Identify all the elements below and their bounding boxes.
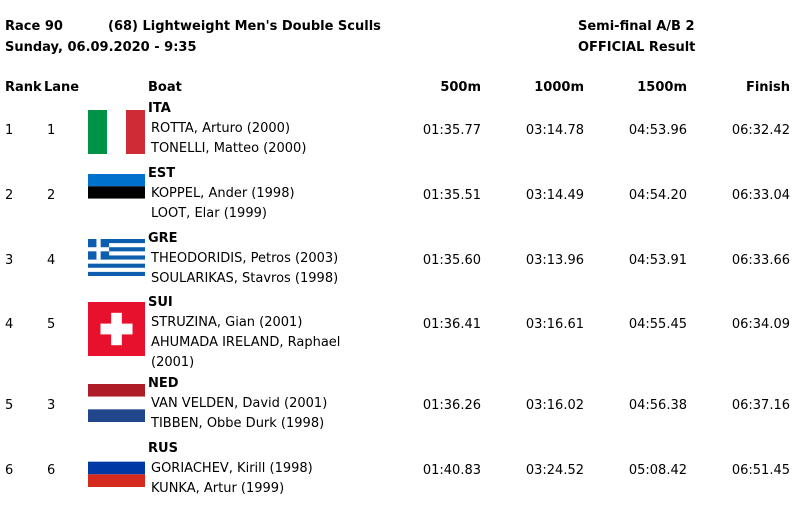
column-header: Finish	[745, 80, 790, 95]
flag	[88, 174, 145, 211]
rower: VAN VELDEN, David (2001)	[151, 396, 328, 411]
rower: KUNKA, Artur (1999)	[151, 481, 285, 496]
rower: LOOT, Elar (1999)	[151, 206, 267, 221]
time: 04:53.96	[628, 123, 687, 138]
time: 01:36.26	[422, 398, 481, 413]
time: 01:35.51	[422, 188, 481, 203]
country: RUS	[148, 441, 178, 456]
rower: ROTTA, Arturo (2000)	[151, 121, 291, 136]
rank: 1	[5, 123, 14, 138]
time: 04:54.20	[628, 188, 687, 203]
time: 06:33.66	[731, 253, 790, 268]
time: 03:16.02	[525, 398, 584, 413]
flag	[88, 110, 145, 154]
time: 03:13.96	[525, 253, 584, 268]
column-header: 500m	[440, 80, 481, 95]
race-number: Race 90	[5, 19, 63, 34]
rower: STRUZINA, Gian (2001)	[151, 315, 303, 330]
time: 04:53.91	[628, 253, 687, 268]
rank: 2	[5, 188, 14, 203]
rank: 6	[5, 463, 14, 478]
column-header: 1500m	[637, 80, 687, 95]
lane: 1	[47, 123, 56, 138]
lane: 5	[47, 317, 56, 332]
country: EST	[148, 166, 176, 181]
rower: SOULARIKAS, Stavros (1998)	[151, 271, 339, 286]
flag	[88, 384, 145, 422]
time: 03:16.61	[525, 317, 584, 332]
time: 04:56.38	[628, 398, 687, 413]
rower: AHUMADA IRELAND, Raphael (2001)	[151, 335, 341, 370]
lane: 6	[47, 463, 56, 478]
time: 04:55.45	[628, 317, 687, 332]
time: 06:33.04	[731, 188, 790, 203]
column-header: Boat	[148, 80, 182, 95]
time: 03:24.52	[525, 463, 584, 478]
country: ITA	[148, 101, 171, 116]
lane: 4	[47, 253, 56, 268]
time: 06:37.16	[731, 398, 790, 413]
column-header: Rank	[5, 80, 42, 95]
time: 01:35.60	[422, 253, 481, 268]
time: 01:36.41	[422, 317, 481, 332]
time: 03:14.49	[525, 188, 584, 203]
rower: KOPPEL, Ander (1998)	[151, 186, 295, 201]
country: GRE	[148, 231, 178, 246]
time: 05:08.42	[628, 463, 687, 478]
time: 03:14.78	[525, 123, 584, 138]
flag	[88, 239, 145, 276]
race-date: Sunday, 06.09.2020 - 9:35	[5, 40, 197, 55]
time: 06:51.45	[731, 463, 790, 478]
result-status: OFFICIAL Result	[578, 40, 696, 55]
country: NED	[148, 376, 179, 391]
rank: 3	[5, 253, 14, 268]
lane: 2	[47, 188, 56, 203]
rank: 4	[5, 317, 14, 332]
rower: TIBBEN, Obbe Durk (1998)	[151, 416, 325, 431]
event-name: (68) Lightweight Men's Double Sculls	[108, 19, 381, 34]
rower: THEODORIDIS, Petros (2003)	[151, 251, 339, 266]
column-header: 1000m	[534, 80, 584, 95]
time: 06:34.09	[731, 317, 790, 332]
time: 01:40.83	[422, 463, 481, 478]
lane: 3	[47, 398, 56, 413]
rank: 5	[5, 398, 14, 413]
country: SUI	[148, 295, 173, 310]
time: 01:35.77	[422, 123, 481, 138]
flag	[88, 449, 145, 487]
flag	[88, 302, 145, 356]
time: 06:32.42	[731, 123, 790, 138]
column-header: Lane	[44, 80, 80, 95]
rower: GORIACHEV, Kirill (1998)	[151, 461, 313, 476]
race-phase: Semi-final A/B 2	[578, 19, 695, 34]
rower: TONELLI, Matteo (2000)	[151, 141, 307, 156]
